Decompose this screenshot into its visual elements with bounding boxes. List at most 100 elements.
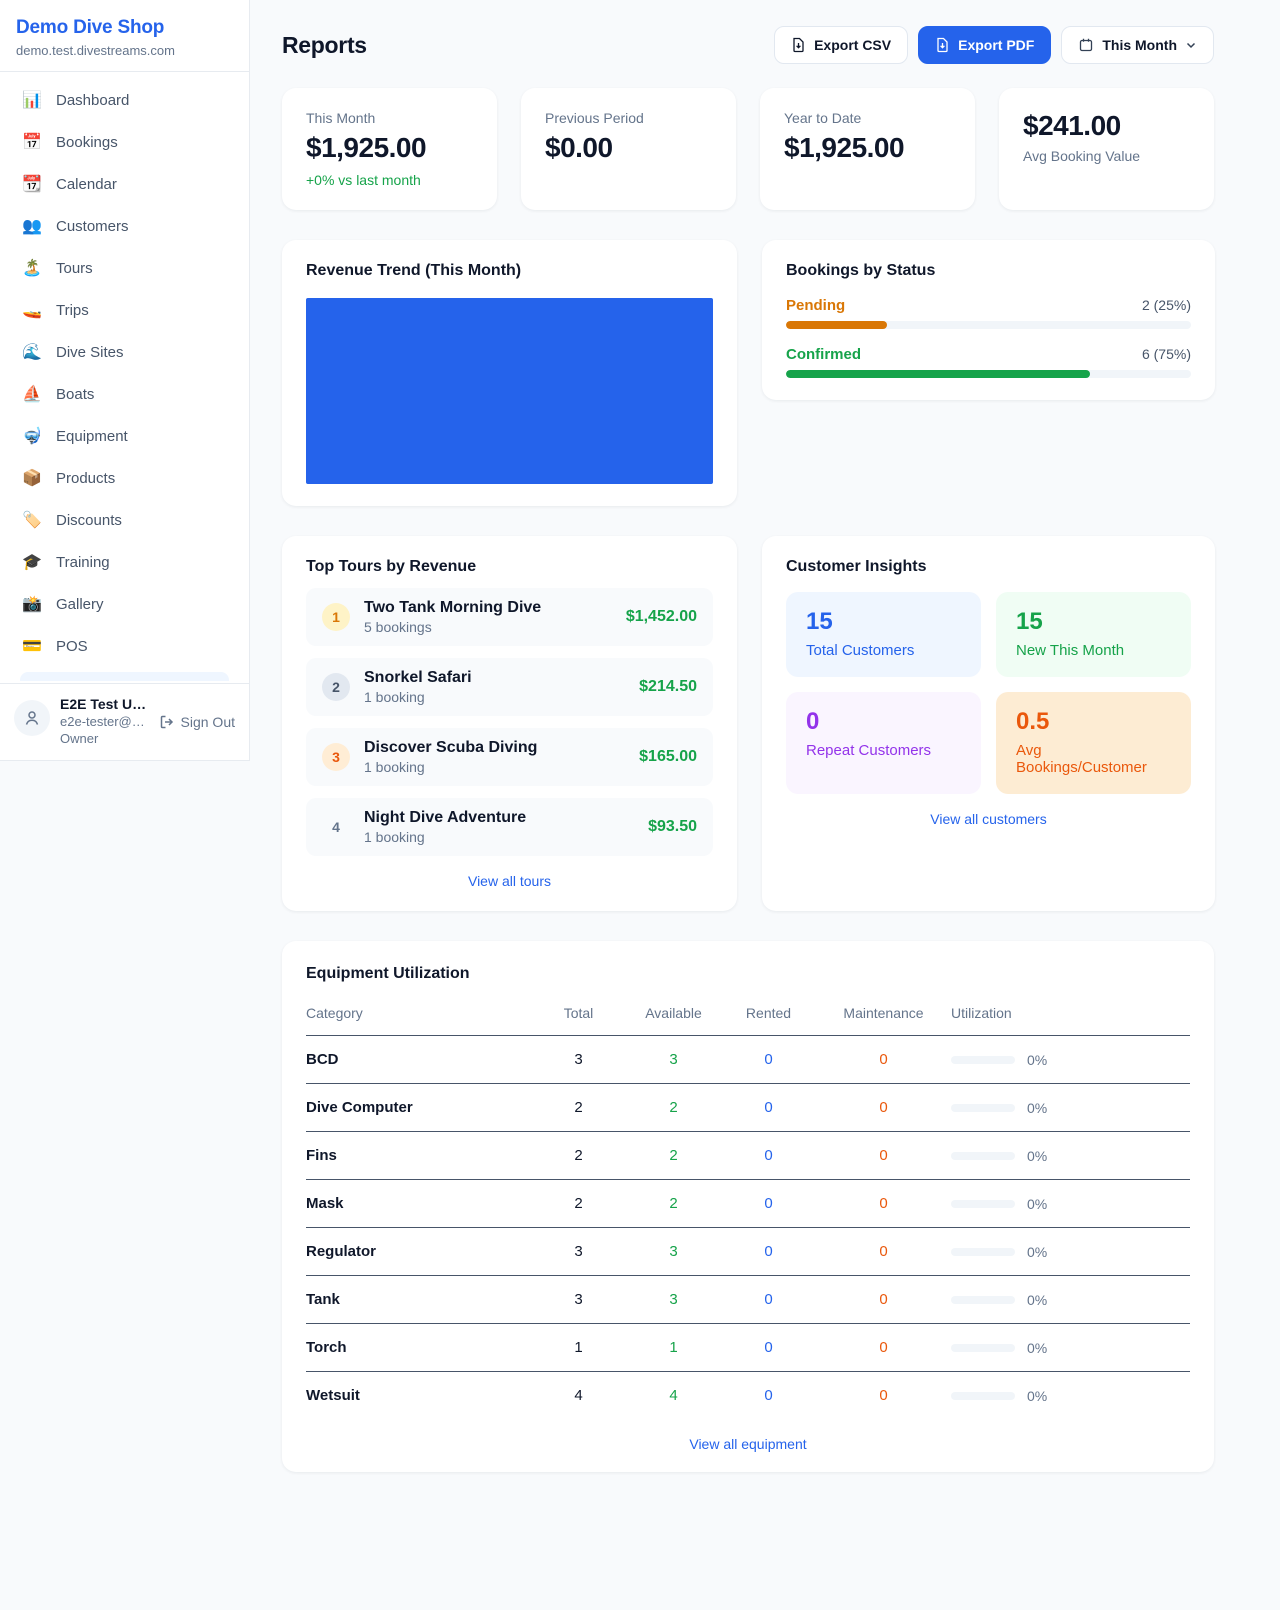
view-all-customers-link[interactable]: View all customers <box>930 811 1047 827</box>
cell-category: Fins <box>306 1131 531 1180</box>
shop-name: Demo Dive Shop <box>16 17 165 38</box>
table-row: Regulator 3 3 0 0 0% <box>306 1227 1190 1276</box>
sidebar-item-products[interactable]: 📦 Products <box>10 462 239 495</box>
tile-total-customers: 15 Total Customers <box>786 592 981 677</box>
cell-maintenance: 0 <box>816 1083 951 1132</box>
cell-category: Tank <box>306 1275 531 1324</box>
tour-amount: $165.00 <box>639 748 697 765</box>
cell-rented: 0 <box>721 1131 816 1180</box>
insights-row: Top Tours by Revenue 1 Two Tank Morning … <box>282 536 1215 911</box>
table-row: Torch 1 1 0 0 0% <box>306 1323 1190 1372</box>
utilization-bar <box>951 1055 1015 1064</box>
sidebar-item-tours[interactable]: 🏝️ Tours <box>10 252 239 285</box>
stat-card-avg-booking-value: $241.00 Avg Booking Value <box>999 88 1214 210</box>
utilization-bar <box>951 1391 1015 1400</box>
bookings-by-status-card: Bookings by Status Pending 2 (25%) Confi… <box>762 240 1215 400</box>
cell-maintenance: 0 <box>816 1035 951 1084</box>
cell-utilization: 0% <box>951 1275 1190 1324</box>
tour-name: Two Tank Morning Dive <box>364 599 542 616</box>
avatar <box>14 700 50 736</box>
cell-maintenance: 0 <box>816 1275 951 1324</box>
sidebar-item-calendar[interactable]: 📆 Calendar <box>10 168 239 201</box>
cell-category: Dive Computer <box>306 1083 531 1132</box>
tile-value: 15 <box>806 608 833 635</box>
sidebar-item-dive-sites[interactable]: 🌊 Dive Sites <box>10 336 239 369</box>
sidebar-item-gallery[interactable]: 📸 Gallery <box>10 588 239 621</box>
sidebar-item-trips[interactable]: 🚤 Trips <box>10 294 239 327</box>
table-row: Tank 3 3 0 0 0% <box>306 1275 1190 1324</box>
sidebar-item-label: Equipment <box>56 428 128 445</box>
status-row-pending: Pending 2 (25%) <box>786 297 1191 329</box>
tour-amount: $93.50 <box>648 818 697 835</box>
cell-total: 2 <box>531 1179 626 1228</box>
cell-available: 3 <box>626 1035 721 1084</box>
cell-category: Torch <box>306 1323 531 1372</box>
sidebar-item-training[interactable]: 🎓 Training <box>10 546 239 579</box>
sidebar-item-pos[interactable]: 💳 POS <box>10 630 239 663</box>
sidebar-item-bookings[interactable]: 📅 Bookings <box>10 126 239 159</box>
sidebar-item-label: Trips <box>56 302 89 319</box>
sidebar-header: Demo Dive Shop demo.test.divestreams.com <box>0 0 249 72</box>
export-pdf-button[interactable]: Export PDF <box>918 26 1052 64</box>
bookings-calendar-icon: 📅 <box>22 133 42 151</box>
cell-rented: 0 <box>721 1275 816 1324</box>
table-row: Mask 2 2 0 0 0% <box>306 1179 1190 1228</box>
utilization-bar <box>951 1199 1015 1208</box>
cell-available: 4 <box>669 1387 678 1404</box>
sidebar-item-label: Boats <box>56 386 95 403</box>
revenue-trend-chart <box>306 298 713 484</box>
tour-amount: $214.50 <box>639 678 697 695</box>
cell-total: 3 <box>531 1275 626 1324</box>
sidebar-item-label: Discounts <box>56 512 122 529</box>
sidebar-item-equipment[interactable]: 🤿 Equipment <box>10 420 239 453</box>
package-icon: 📦 <box>22 469 42 487</box>
stat-label: Avg Booking Value <box>1023 148 1141 164</box>
tile-label: Repeat Customers <box>806 742 932 759</box>
table-header-row: Category Total Available Rented Maintena… <box>306 995 1190 1036</box>
cell-available: 2 <box>626 1083 721 1132</box>
tour-name: Discover Scuba Diving <box>364 739 538 756</box>
sidebar-item-dashboard[interactable]: 📊 Dashboard <box>10 84 239 117</box>
rank-badge: 3 <box>322 743 350 771</box>
utilization-bar <box>951 1103 1015 1112</box>
sidebar-item-customers[interactable]: 👥 Customers <box>10 210 239 243</box>
tag-icon: 🏷️ <box>22 511 42 529</box>
sign-out-button[interactable]: Sign Out <box>159 714 235 730</box>
sidebar-active-item-partial[interactable] <box>20 672 229 681</box>
user-panel: E2E Test U… e2e-tester@… Owner Sign Out <box>0 683 249 760</box>
sidebar-nav: 📊 Dashboard 📅 Bookings 📆 Calendar 👥 Cust… <box>0 72 249 683</box>
sidebar-item-discounts[interactable]: 🏷️ Discounts <box>10 504 239 537</box>
tile-label: Total Customers <box>806 642 915 659</box>
utilization-bar <box>951 1295 1015 1304</box>
progress-fill <box>786 370 1090 378</box>
speedboat-icon: 🚤 <box>22 301 42 319</box>
camera-icon: 📸 <box>22 595 42 613</box>
export-csv-button[interactable]: Export CSV <box>774 26 909 64</box>
cell-rented: 0 <box>721 1179 816 1228</box>
stat-label: Previous Period <box>545 110 644 126</box>
list-item: 1 Two Tank Morning Dive 5 bookings $1,45… <box>306 588 713 646</box>
equipment-utilization-title: Equipment Utilization <box>306 965 470 982</box>
cell-rented: 0 <box>721 1227 816 1276</box>
view-all-equipment-link[interactable]: View all equipment <box>689 1436 807 1452</box>
cell-utilization: 0% <box>951 1083 1190 1132</box>
sidebar-item-label: Dive Sites <box>56 344 124 361</box>
view-all-tours-link[interactable]: View all tours <box>467 873 551 889</box>
cell-available: 3 <box>626 1227 721 1276</box>
cell-utilization: 0% <box>951 1179 1190 1228</box>
tile-value: 15 <box>1016 608 1043 635</box>
graduation-cap-icon: 🎓 <box>22 553 42 571</box>
user-name: E2E Test U… <box>60 696 147 712</box>
sidebar-item-boats[interactable]: ⛵ Boats <box>10 378 239 411</box>
cell-category: BCD <box>306 1035 531 1084</box>
stat-label: Year to Date <box>784 110 862 126</box>
cell-total: 2 <box>531 1083 626 1132</box>
period-dropdown[interactable]: This Month <box>1061 26 1214 64</box>
cell-available: 3 <box>626 1275 721 1324</box>
rank-badge: 2 <box>322 673 350 701</box>
table-row: BCD 3 3 0 0 0% <box>306 1035 1190 1084</box>
user-meta: E2E Test U… e2e-tester@… Owner <box>60 696 149 746</box>
customer-insights-title: Customer Insights <box>786 558 927 575</box>
tile-repeat-customers: 0 Repeat Customers <box>786 692 981 794</box>
tour-bookings: 1 booking <box>364 689 425 705</box>
